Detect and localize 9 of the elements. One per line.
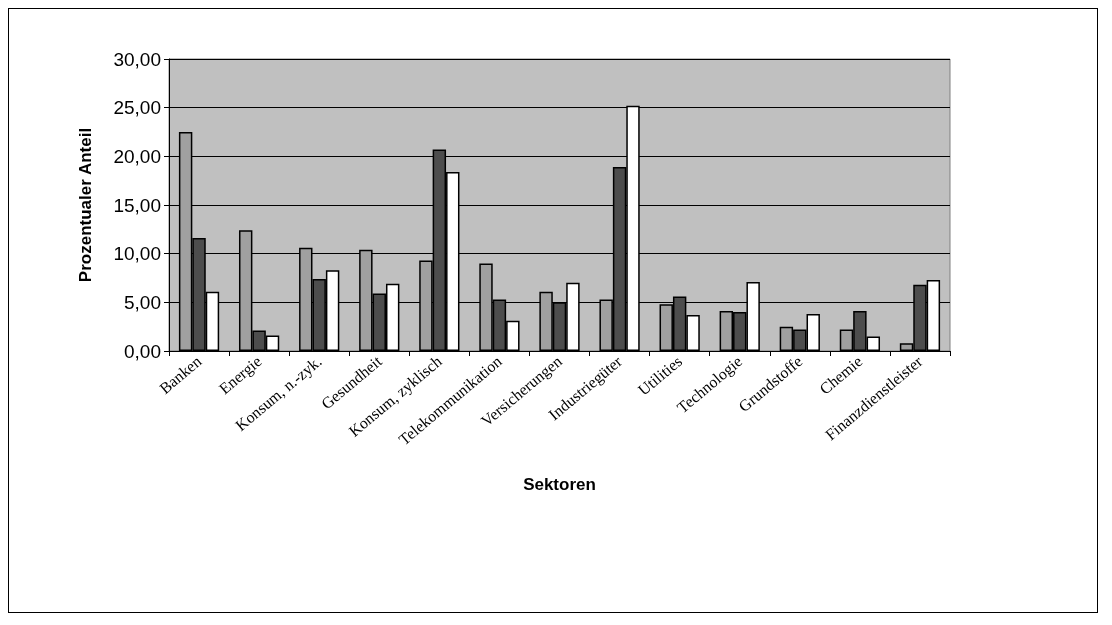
- y-tick-label: 20,00: [113, 145, 161, 167]
- x-axis-title: Sektoren: [523, 475, 596, 494]
- y-axis-title: Prozentualer Anteil: [76, 127, 95, 283]
- y-tick-label: 10,00: [113, 243, 161, 265]
- y-tick-label: 30,00: [113, 48, 161, 70]
- y-tick-label: 5,00: [124, 291, 161, 313]
- y-tick-label: 0,00: [124, 340, 161, 362]
- y-tick-label: 15,00: [113, 194, 161, 216]
- y-tick-label: 25,00: [113, 97, 161, 119]
